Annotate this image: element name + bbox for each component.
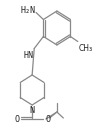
Text: N: N [30,106,35,115]
Text: H₂N: H₂N [20,6,35,15]
Text: HN: HN [23,51,33,60]
Text: O: O [45,116,50,124]
Text: O: O [14,116,19,124]
Text: CH₃: CH₃ [79,44,93,52]
